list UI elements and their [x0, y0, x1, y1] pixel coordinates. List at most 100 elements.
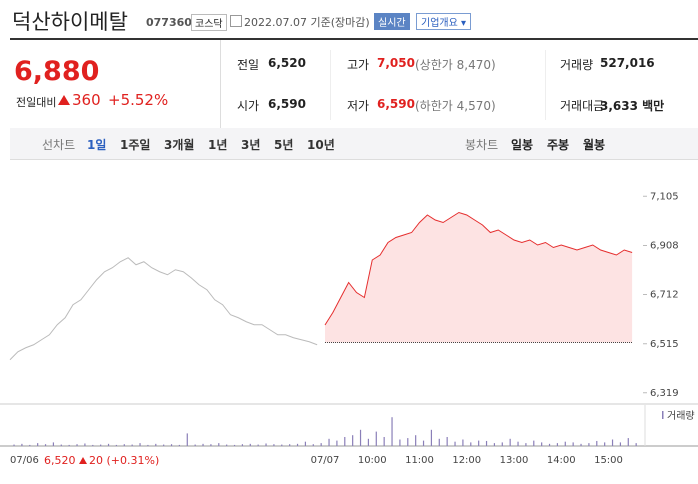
volume-bar: [454, 441, 456, 446]
x-tick-label: 15:00: [594, 455, 623, 466]
volume-bar: [509, 438, 511, 446]
cell-value: 7,050: [377, 56, 415, 70]
footer-up-icon: [79, 457, 87, 464]
cell-note: (상한가 8,470): [415, 58, 496, 72]
candle-tab[interactable]: 월봉: [583, 138, 606, 152]
volume-bar: [470, 442, 472, 446]
y-tick-label: 6,319: [650, 388, 679, 399]
change: 360: [58, 91, 101, 109]
tab-bar: [10, 128, 698, 160]
volume-bar: [564, 441, 566, 446]
volume-bar: [359, 429, 362, 446]
volume-bar: [131, 444, 133, 446]
volume-bar: [202, 443, 204, 446]
volume-bar: [619, 442, 622, 446]
volume-bar: [21, 443, 23, 446]
change-label: 전일대비: [16, 96, 57, 109]
volume-bar: [257, 444, 259, 446]
volume-bar: [501, 442, 503, 446]
volume-bar: [391, 417, 393, 446]
divider: [220, 40, 221, 128]
divider: [330, 50, 331, 120]
volume-bar: [438, 438, 440, 446]
y-tick-label: 6,712: [650, 290, 679, 301]
volume-bar: [92, 444, 94, 446]
volume-bar: [210, 444, 212, 446]
volume-bar: [170, 444, 173, 446]
volume-bar: [493, 443, 496, 446]
volume-bar: [163, 444, 165, 446]
volume-bar: [84, 443, 86, 446]
line: [324, 211, 633, 326]
volume-bar: [478, 440, 480, 446]
x-tick-label: 13:00: [500, 455, 529, 466]
volume-bar: [328, 438, 330, 446]
period-tab[interactable]: 1주일: [120, 138, 151, 152]
y-tick-label: 6,908: [650, 241, 679, 252]
volume-bar: [604, 442, 606, 446]
up-icon: [58, 95, 70, 105]
cell-value: 6,520: [268, 56, 306, 70]
cell-label: 전일: [237, 58, 260, 72]
volume-bar: [186, 433, 188, 446]
x-tick-label: 10:00: [358, 455, 387, 466]
y-tick-label: 6,515: [650, 339, 679, 350]
volume-bar: [273, 444, 275, 446]
volume-bar: [60, 444, 62, 446]
volume-bar: [304, 441, 307, 446]
candle-tab[interactable]: 주봉: [547, 138, 570, 152]
period-tab[interactable]: 10년: [307, 138, 335, 152]
volume-bar: [580, 443, 582, 446]
cell-value: 6,590: [377, 97, 415, 111]
cell-label: 고가: [347, 58, 370, 72]
realtime-button[interactable]: 실시간: [374, 13, 410, 30]
volume-bar: [281, 444, 283, 446]
rate: +5.52%: [108, 91, 169, 109]
volume-bar: [226, 444, 228, 446]
x-tick-label: 11:00: [405, 455, 434, 466]
period-tab[interactable]: 1년: [208, 138, 228, 152]
volume-bar: [147, 444, 149, 446]
cell-label: 시가: [237, 99, 260, 113]
cell-label: 저가: [347, 99, 370, 113]
volume-bar: [37, 443, 39, 446]
line-chart-label: 선차트: [42, 138, 76, 152]
period-tab[interactable]: 3개월: [164, 138, 195, 152]
volume-bar: [218, 443, 220, 446]
volume-bar: [52, 442, 55, 446]
volume-bar: [588, 443, 590, 446]
x-tick-label: 14:00: [547, 455, 576, 466]
market-badge: 코스닥: [191, 14, 227, 31]
footer-rate: (+0.31%): [106, 454, 160, 467]
volume-bar: [596, 440, 598, 446]
volume-bar: [375, 431, 377, 446]
cell-label: 거래량: [560, 58, 594, 72]
volume-bar: [336, 440, 338, 446]
company-label: 기업개요: [421, 18, 458, 29]
x-tick-label: 07/07: [311, 455, 340, 466]
volume-bar: [44, 444, 47, 446]
period-tab[interactable]: 3년: [241, 138, 261, 152]
volume-bar: [407, 438, 409, 446]
company-button[interactable]: 기업개요 ▾: [416, 13, 472, 30]
candle-tab[interactable]: 일봉: [511, 138, 534, 152]
volume-bar: [68, 444, 70, 446]
volume-bar: [541, 442, 543, 446]
y-tick-label: 7,105: [650, 191, 679, 202]
candle-chart-label: 봉차트: [465, 138, 499, 152]
volume-bar: [383, 437, 385, 446]
volume-bar: [533, 440, 535, 446]
x-tick-label: 12:00: [452, 455, 481, 466]
volume-bar: [265, 443, 267, 446]
cell-value: 527,016: [600, 56, 655, 70]
volume-bar: [635, 443, 637, 446]
volume-bar: [289, 444, 291, 446]
period-tab[interactable]: 5년: [274, 138, 294, 152]
period-tab[interactable]: 1일: [87, 138, 107, 152]
volume-bar: [178, 444, 181, 446]
footer-price: 6,520: [44, 454, 76, 467]
footer-quote: 6,520 20 (+0.31%): [44, 454, 159, 467]
volume-bar: [296, 443, 299, 446]
